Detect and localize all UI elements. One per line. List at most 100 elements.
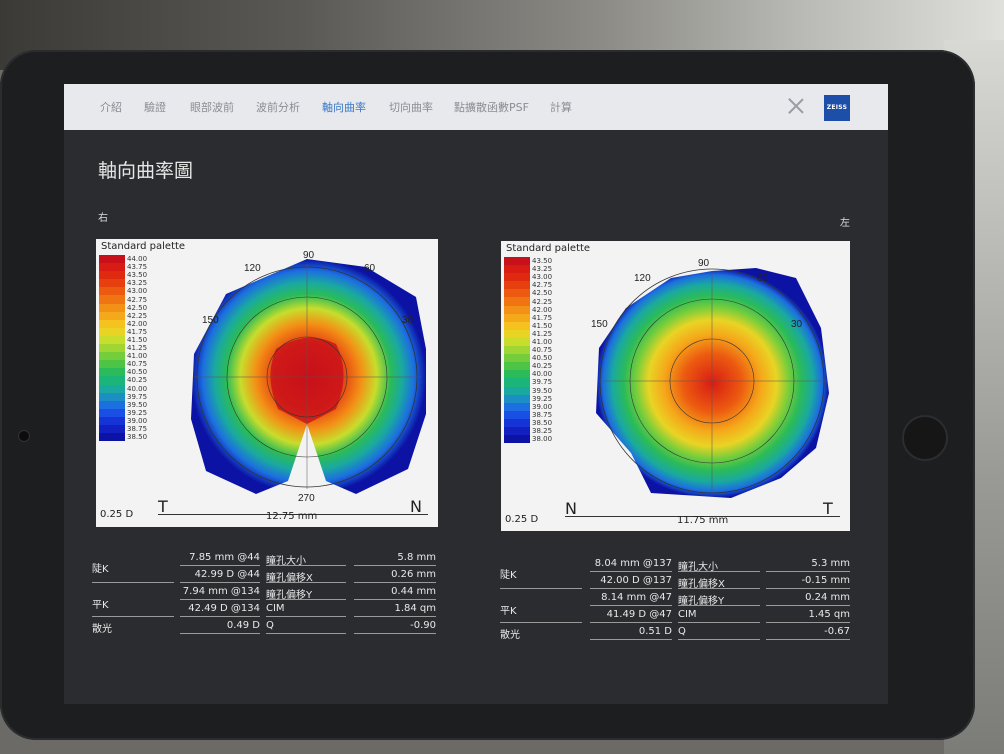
tab-calculate[interactable]: 計算 [550, 101, 572, 114]
table-cell-label: 瞳孔偏移Y [678, 596, 725, 607]
table-cell: -0.90 [410, 620, 436, 631]
scale-entry: 41.00 [99, 352, 151, 361]
scale-swatch [99, 295, 125, 304]
tab-eye-wavefront[interactable]: 眼部波前 [190, 101, 234, 114]
scale-entry: 43.25 [99, 279, 151, 288]
scale-entry: 41.25 [99, 344, 151, 353]
scale-entry: 38.00 [504, 435, 556, 444]
scale-swatch [99, 271, 125, 280]
scale-entry: 43.00 [504, 273, 556, 282]
steep-k-label: 陡K [500, 570, 517, 581]
scale-swatch [99, 255, 125, 264]
scale-entry: 41.00 [504, 337, 556, 347]
scale-value: 40.25 [127, 376, 148, 385]
scale-value: 38.25 [532, 427, 553, 436]
scale-swatch [504, 289, 530, 298]
scale-entry: 43.50 [99, 271, 151, 280]
tab-wavefront-analysis[interactable]: 波前分析 [256, 101, 300, 114]
scale-swatch [99, 424, 125, 434]
scale-value: 43.75 [127, 263, 148, 272]
scale-value: 41.00 [532, 337, 553, 346]
scale-value: 40.50 [532, 354, 553, 363]
topography-map: 90 60 30 120 150 [591, 258, 829, 498]
scale-value: 41.75 [532, 313, 553, 322]
scale-swatch [504, 346, 530, 355]
angle-label: 150 [591, 319, 608, 330]
scale-entry: 40.25 [99, 376, 151, 385]
tab-verify[interactable]: 驗證 [144, 101, 166, 114]
table-cell: 7.85 mm @44 [189, 552, 260, 563]
scale-value: 39.50 [127, 400, 148, 409]
tab-intro[interactable]: 介紹 [100, 101, 122, 114]
scale-swatch [504, 265, 530, 274]
table-cell: 5.8 mm [397, 552, 436, 563]
scale-swatch [99, 303, 125, 312]
divider [180, 599, 260, 600]
scale-swatch [504, 418, 530, 427]
scale-value: 42.00 [127, 319, 148, 328]
scale-entry: 43.00 [99, 287, 151, 296]
tab-psf[interactable]: 點擴散函數PSF [454, 101, 529, 114]
scale-entry: 42.75 [504, 281, 556, 290]
table-cell: 1.45 qm [808, 609, 850, 620]
scale-value: 42.50 [532, 289, 553, 298]
table-cell: 8.14 mm @47 [601, 592, 672, 603]
home-button[interactable] [902, 415, 948, 461]
scale-swatch [99, 335, 125, 345]
scale-value: 38.75 [532, 410, 553, 419]
divider [266, 633, 346, 634]
scale-swatch [99, 384, 125, 393]
scale-value: 43.25 [127, 279, 148, 288]
scale-entry: 40.50 [504, 354, 556, 363]
scale-entry: 40.00 [99, 384, 151, 393]
table-cell: -0.15 mm [801, 575, 850, 586]
table-cell: 42.49 D @134 [188, 603, 260, 614]
astigmatism-label: 散光 [500, 630, 520, 641]
scale-value: 40.50 [127, 368, 148, 377]
scale-entry: 42.00 [504, 305, 556, 314]
divider [678, 605, 760, 606]
divider [766, 571, 850, 572]
scale-value: 40.75 [532, 346, 553, 355]
table-cell: 7.94 mm @134 [182, 586, 260, 597]
scale-entry: 39.75 [504, 378, 556, 387]
table-cell-label: 瞳孔偏移X [266, 573, 313, 584]
angle-label: 120 [244, 263, 261, 274]
divider [678, 622, 760, 623]
tab-axial-curvature[interactable]: 軸向曲率 [322, 101, 366, 114]
axial-map-left: Standard palette 43.50 43.25 43.00 42.75 42.… [501, 241, 850, 531]
steep-k-label: 陡K [92, 564, 109, 575]
divider [354, 565, 436, 566]
table-cell: 0.26 mm [391, 569, 436, 580]
scale-value: 40.25 [532, 362, 553, 371]
divider [266, 616, 346, 617]
divider [180, 633, 260, 634]
scale-entry: 43.25 [504, 265, 556, 274]
color-scale: 44.00 43.75 43.50 43.25 43.00 42.75 42.50 42.25… [99, 255, 151, 442]
distance-label: 11.75 mm [677, 515, 729, 526]
divider [180, 582, 260, 583]
scale-entry: 39.25 [504, 394, 556, 403]
scale-entry: 42.75 [99, 295, 151, 304]
divider [590, 571, 672, 572]
scale-entry: 40.25 [504, 362, 556, 371]
scale-entry: 38.75 [99, 424, 151, 434]
scale-swatch [504, 394, 530, 403]
divider [590, 639, 672, 640]
divider [678, 571, 760, 572]
scale-swatch [504, 281, 530, 290]
table-cell: 8.04 mm @137 [594, 558, 672, 569]
table-cell: 0.24 mm [805, 592, 850, 603]
table-cell-label: 瞳孔大小 [678, 562, 718, 573]
flat-k-label: 平K [92, 600, 109, 611]
divider [500, 622, 582, 623]
scale-swatch [504, 362, 530, 371]
divider [354, 633, 436, 634]
scale-entry: 41.75 [99, 327, 151, 336]
divider [678, 588, 760, 589]
scale-value: 39.00 [532, 402, 553, 411]
divider [92, 582, 174, 583]
angle-label: 150 [202, 315, 219, 326]
tab-tangential-curvature[interactable]: 切向曲率 [389, 101, 433, 114]
close-icon[interactable] [786, 96, 806, 116]
